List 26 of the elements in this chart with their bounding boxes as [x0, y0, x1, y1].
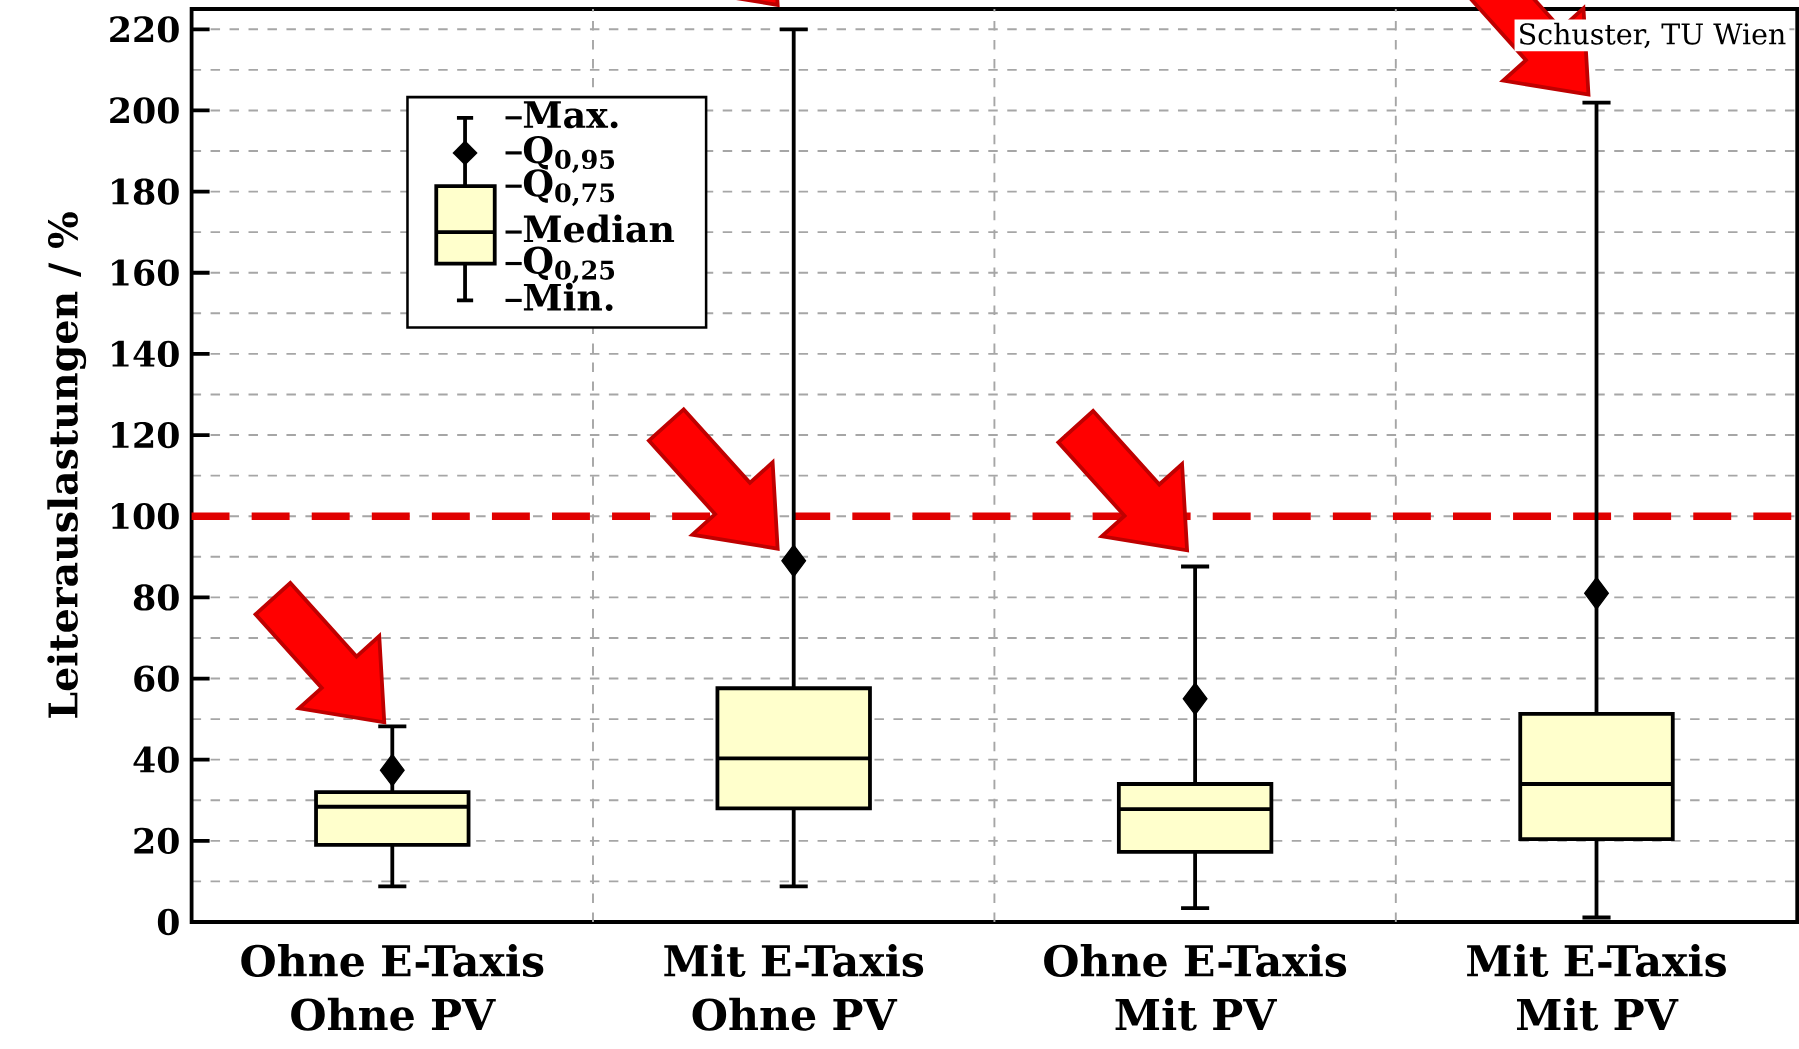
x-tick-label: Mit E-Taxis Mit PV [1467, 944, 1726, 1031]
point [1584, 576, 1609, 610]
y-tick-label: 220 [110, 16, 179, 43]
annotation: Q$_{0,25}$ [523, 246, 615, 284]
x-tick-label: Ohne E-Taxis Mit PV [1044, 944, 1347, 1031]
point [379, 753, 405, 787]
y-tick-label: 40 [133, 746, 179, 773]
annotation: Median [523, 214, 675, 243]
point [1182, 682, 1208, 716]
annotation: Min. [523, 282, 613, 312]
x-tick-label: Mit E-Taxis Ohne PV [664, 944, 924, 1031]
y-tick-label: 200 [110, 97, 179, 124]
y-axis-title: Leiterauslastungen / % [47, 212, 87, 718]
y-tick-label: 20 [134, 827, 179, 855]
y-tick-label: 100 [112, 503, 179, 530]
y-tick-label: 60 [134, 665, 179, 692]
x-tick-label: Ohne E-Taxis Ohne PV [241, 944, 544, 1031]
y-tick-label: 180 [112, 178, 179, 205]
annotation: Max. [523, 101, 618, 129]
y-tick-label: 120 [112, 422, 179, 449]
point [781, 544, 807, 578]
y-tick-label: 160 [112, 259, 179, 286]
y-tick-label: 0 [157, 908, 179, 936]
y-tick-label: 80 [133, 584, 179, 611]
y-tick-label: 140 [112, 340, 179, 368]
annotation: Schuster, TU Wien [1520, 22, 1786, 49]
